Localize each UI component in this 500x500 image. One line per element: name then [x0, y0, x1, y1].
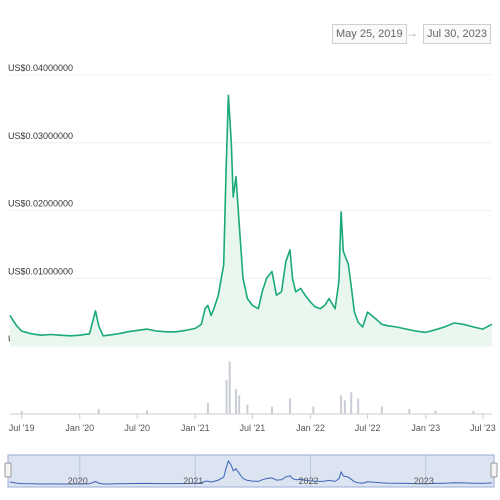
x-tick-label: Jul '22: [355, 423, 381, 433]
volume-bar: [228, 361, 231, 414]
range-navigator[interactable]: 2020 2021 2022 2023: [4, 454, 498, 488]
y-tick-label: US$0.03000000: [8, 131, 73, 141]
navigator-year-label: 2023: [414, 476, 434, 486]
volume-bar: [206, 402, 209, 414]
range-arrow: →: [406, 26, 418, 40]
volume-bar: [270, 406, 273, 414]
volume-bar: [472, 410, 475, 414]
volume-bar: [20, 410, 23, 414]
volume-bar: [408, 409, 411, 414]
navigator-line: [9, 459, 493, 485]
x-tick-label: Jul '23: [470, 423, 496, 433]
x-axis: Jul '19 Jan '20 Jul '20 Jan '21 Jul '21 Jan '…: [9, 414, 496, 433]
volume-bar: [238, 395, 241, 414]
x-tick-label: Jul '19: [9, 423, 35, 433]
start-date-input[interactable]: May 25, 2019: [332, 24, 407, 44]
price-line-layer: [9, 94, 493, 337]
volume-bar: [235, 389, 238, 414]
volume-bar: [357, 398, 360, 414]
volume-bars: [10, 361, 492, 415]
navigator-year-label: 2022: [299, 476, 319, 486]
volume-bar: [380, 406, 383, 414]
volume-bar: [340, 395, 343, 414]
y-axis-labels: US$0.04000000 US$0.03000000 US$0.02000000 U…: [8, 63, 73, 344]
y-tick-label: US$0.01000000: [8, 266, 73, 276]
y-tick-label: US$0.04000000: [8, 63, 73, 73]
end-date-input[interactable]: Jul 30, 2023: [423, 24, 491, 44]
x-tick-label: Jul '21: [240, 423, 266, 433]
price-area-fill: [10, 95, 492, 346]
volume-bar: [97, 409, 100, 414]
volume-bar: [225, 379, 228, 414]
x-tick-label: Jan '20: [65, 423, 94, 433]
x-tick-label: Jul '20: [124, 423, 150, 433]
volume-bar: [246, 404, 249, 414]
date-range-selector: May 25, 2019 → Jul 30, 2023: [332, 24, 492, 44]
x-tick-label: Jan '22: [296, 423, 325, 433]
volume-bar: [434, 410, 437, 414]
navigator-left-handle[interactable]: [4, 462, 12, 478]
x-tick-label: Jan '23: [411, 423, 440, 433]
price-line: [9, 94, 493, 337]
navigator-right-handle[interactable]: [490, 462, 498, 478]
x-tick-label: Jan '21: [181, 423, 210, 433]
price-area: [10, 95, 492, 346]
navigator-year-label: 2020: [68, 476, 88, 486]
navigator-year-label: 2021: [183, 476, 203, 486]
volume-bar: [343, 400, 346, 414]
y-tick-label: US$0.02000000: [8, 199, 73, 209]
volume-bar: [312, 406, 315, 414]
volume-bar: [145, 410, 148, 414]
volume-bar: [350, 392, 353, 414]
volume-bar: [288, 398, 291, 414]
